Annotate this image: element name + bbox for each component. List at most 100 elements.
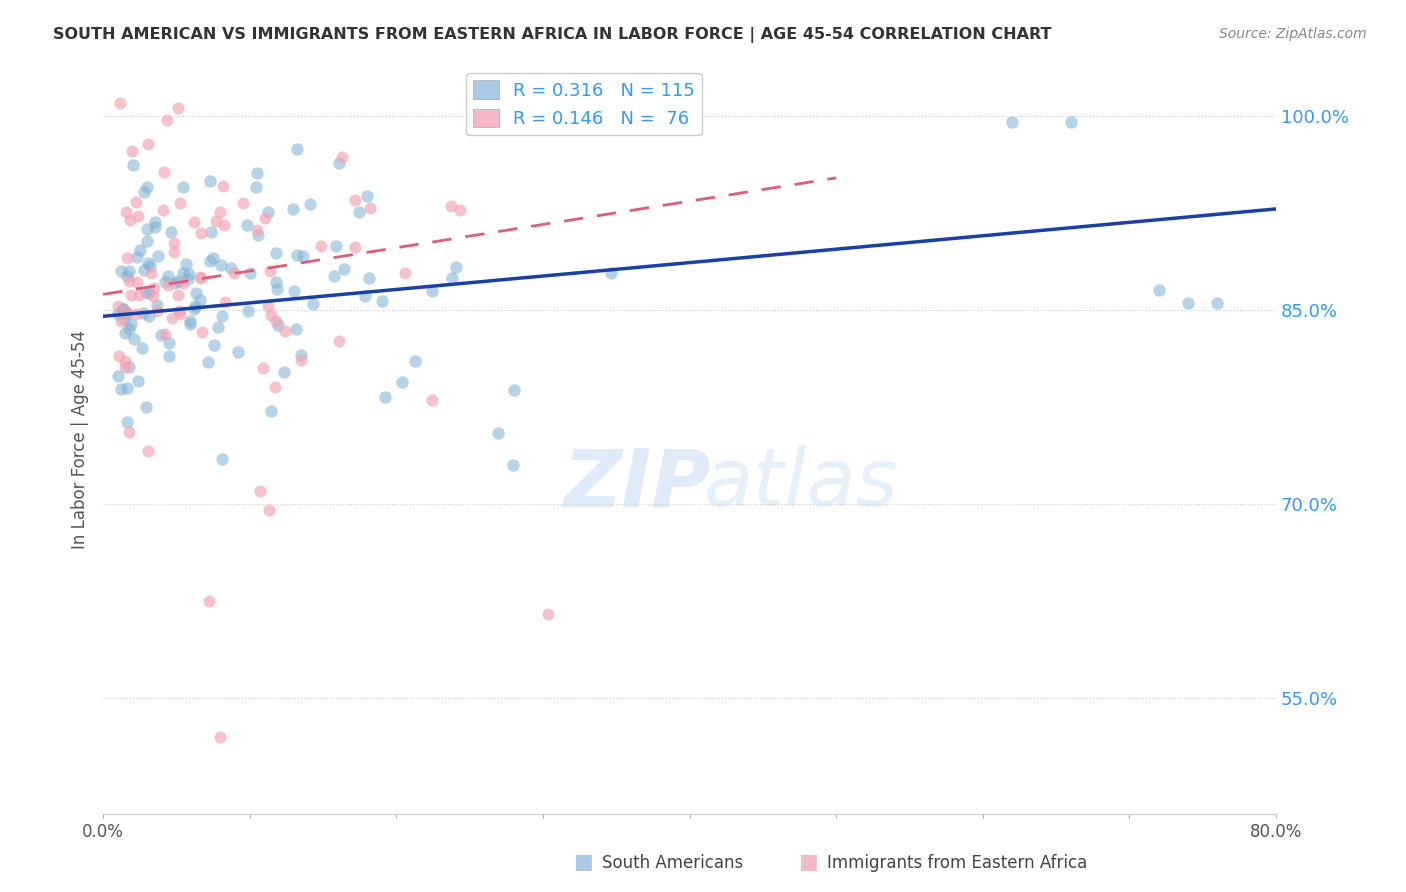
Point bbox=[420, 393, 443, 408]
Point bbox=[309, 238, 332, 252]
Point bbox=[344, 193, 367, 207]
Point bbox=[263, 380, 285, 394]
Point bbox=[259, 264, 281, 278]
Point bbox=[301, 297, 323, 311]
Point bbox=[353, 288, 375, 302]
Point bbox=[285, 143, 308, 157]
Point bbox=[157, 269, 180, 284]
Point bbox=[120, 288, 142, 302]
Point bbox=[209, 730, 232, 744]
Text: Immigrants from Eastern Africa: Immigrants from Eastern Africa bbox=[827, 855, 1087, 872]
Point bbox=[179, 314, 201, 328]
Point bbox=[136, 221, 159, 235]
Point bbox=[1147, 284, 1170, 298]
Point bbox=[359, 201, 381, 215]
Point bbox=[138, 310, 160, 324]
Point bbox=[212, 178, 235, 193]
Point bbox=[201, 251, 224, 265]
Point bbox=[128, 288, 150, 302]
Point bbox=[152, 165, 174, 179]
Point bbox=[177, 271, 200, 285]
Point bbox=[267, 318, 290, 332]
Point bbox=[236, 304, 259, 318]
Point bbox=[108, 349, 131, 363]
Point bbox=[440, 270, 463, 285]
Point bbox=[1001, 115, 1024, 129]
Text: ZIP: ZIP bbox=[562, 445, 710, 524]
Point bbox=[136, 234, 159, 248]
Point bbox=[209, 258, 232, 272]
Point bbox=[249, 483, 271, 498]
Point bbox=[212, 218, 235, 232]
Point bbox=[347, 205, 370, 219]
Point bbox=[115, 306, 138, 320]
Point bbox=[323, 268, 346, 283]
Point bbox=[285, 322, 308, 336]
Point bbox=[274, 324, 297, 338]
Point bbox=[125, 194, 148, 209]
Point bbox=[264, 245, 287, 260]
Point bbox=[115, 252, 138, 266]
Point bbox=[114, 354, 136, 368]
Point bbox=[232, 195, 254, 210]
Point bbox=[1060, 115, 1083, 129]
Point bbox=[200, 225, 222, 239]
Point bbox=[176, 257, 198, 271]
Point bbox=[142, 281, 165, 295]
Point bbox=[139, 266, 162, 280]
Point bbox=[207, 319, 229, 334]
Point bbox=[404, 353, 426, 368]
Point bbox=[145, 298, 167, 312]
Point bbox=[115, 305, 138, 319]
Point bbox=[264, 275, 287, 289]
Point bbox=[344, 240, 367, 254]
Point bbox=[260, 308, 283, 322]
Point bbox=[107, 300, 129, 314]
Point bbox=[266, 282, 288, 296]
Point bbox=[127, 374, 149, 388]
Point bbox=[163, 276, 186, 290]
Point bbox=[257, 205, 280, 219]
Point bbox=[440, 198, 463, 212]
Point bbox=[162, 310, 184, 325]
Point bbox=[125, 275, 148, 289]
Point bbox=[1177, 296, 1199, 310]
Point bbox=[132, 185, 155, 199]
Point bbox=[118, 213, 141, 227]
Point bbox=[283, 202, 305, 216]
Point bbox=[153, 326, 176, 341]
Point bbox=[169, 195, 191, 210]
Point bbox=[236, 218, 259, 232]
Point bbox=[357, 270, 380, 285]
Point bbox=[159, 350, 181, 364]
Point bbox=[219, 261, 242, 276]
Point bbox=[197, 354, 219, 368]
Text: Source: ZipAtlas.com: Source: ZipAtlas.com bbox=[1219, 27, 1367, 41]
Text: ■: ■ bbox=[574, 853, 593, 872]
Point bbox=[191, 326, 214, 340]
Point bbox=[115, 269, 138, 284]
Point bbox=[118, 360, 141, 375]
Point bbox=[239, 266, 262, 280]
Point bbox=[257, 299, 280, 313]
Point bbox=[118, 274, 141, 288]
Point bbox=[114, 205, 136, 219]
Point bbox=[108, 95, 131, 110]
Point bbox=[110, 314, 132, 328]
Point bbox=[246, 223, 269, 237]
Point bbox=[111, 301, 134, 316]
Point bbox=[188, 269, 211, 284]
Point bbox=[111, 301, 134, 316]
Point bbox=[228, 345, 250, 359]
Point bbox=[132, 306, 155, 320]
Point bbox=[169, 308, 191, 322]
Point bbox=[503, 383, 526, 397]
Point bbox=[127, 209, 149, 223]
Point bbox=[160, 226, 183, 240]
Point bbox=[156, 113, 179, 128]
Point bbox=[172, 266, 194, 280]
Point bbox=[136, 137, 159, 152]
Point bbox=[394, 266, 416, 280]
Point bbox=[136, 256, 159, 270]
Point bbox=[290, 348, 312, 362]
